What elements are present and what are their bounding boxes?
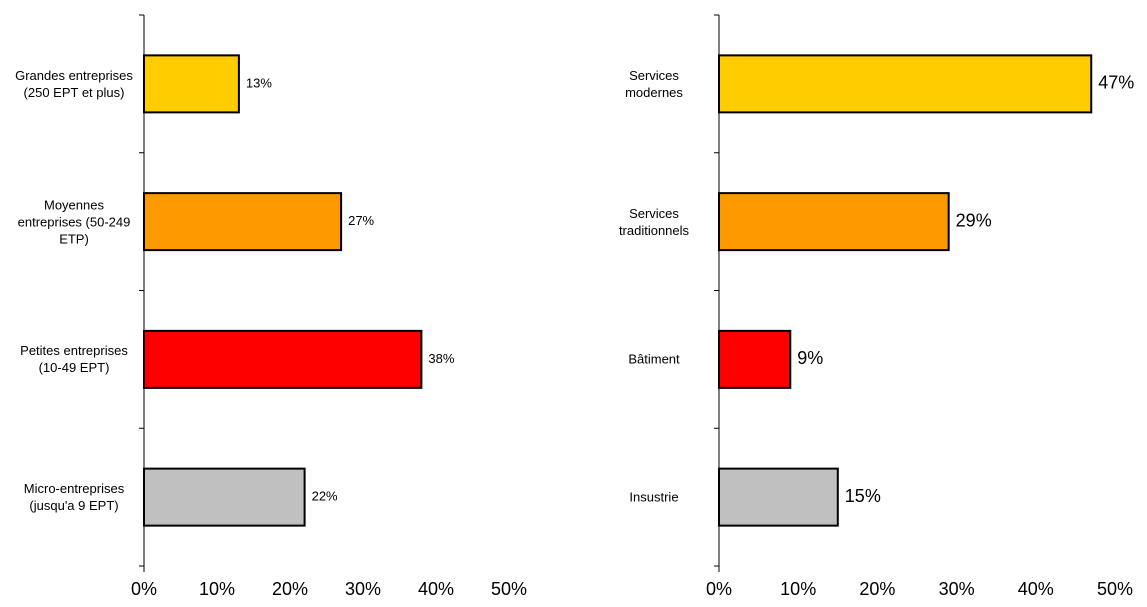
value-label: 29% [956, 210, 992, 230]
category-label: Services modernes [625, 67, 683, 100]
category-label: Bâtiment [628, 351, 680, 367]
value-label: 15% [845, 486, 881, 506]
value-label: 13% [246, 75, 272, 90]
category-label: Micro-entreprises (jusqu'a 9 EPT) [23, 481, 125, 514]
x-tick-label: 20% [859, 579, 895, 599]
value-label: 9% [797, 348, 823, 368]
x-tick-label: 40% [418, 579, 454, 599]
x-tick-label: 30% [345, 579, 381, 599]
bar [718, 54, 1093, 114]
category-label: Services traditionnels [618, 205, 690, 238]
x-tick-label: 30% [939, 579, 975, 599]
bar [718, 329, 792, 389]
x-tick-label: 10% [780, 579, 816, 599]
category-label: Grandes entreprises (250 EPT et plus) [15, 67, 133, 100]
value-label: 47% [1098, 73, 1134, 93]
value-label: 27% [348, 213, 374, 228]
x-tick-label: 50% [491, 579, 527, 599]
bar [718, 467, 839, 527]
category-label: Insustrie [629, 489, 679, 505]
x-tick-label: 20% [272, 579, 308, 599]
x-tick-label: 0% [706, 579, 732, 599]
x-tick-label: 50% [1097, 579, 1133, 599]
bar [718, 192, 950, 252]
value-label: 22% [312, 489, 338, 504]
bar [143, 192, 343, 252]
x-tick-label: 0% [131, 579, 157, 599]
bar [143, 467, 306, 527]
x-tick-label: 40% [1018, 579, 1054, 599]
x-tick-label: 10% [199, 579, 235, 599]
value-label: 38% [428, 351, 454, 366]
category-label: Petites entreprises (10-49 EPT) [20, 343, 128, 376]
bar [143, 329, 423, 389]
bar [143, 54, 240, 114]
category-label: Moyennes entreprises (50-249 ETP) [17, 197, 131, 247]
